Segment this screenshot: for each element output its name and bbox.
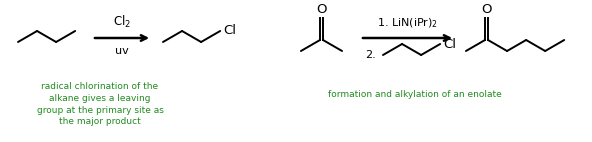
Text: formation and alkylation of an enolate: formation and alkylation of an enolate (328, 90, 502, 99)
Text: Cl$_2$: Cl$_2$ (113, 14, 131, 30)
Text: uv: uv (115, 46, 129, 56)
Text: O: O (316, 3, 327, 16)
Text: Cl: Cl (223, 25, 236, 37)
Text: 2.: 2. (365, 50, 376, 60)
Text: radical chlorination of the
alkane gives a leaving
group at the primary site as
: radical chlorination of the alkane gives… (37, 82, 163, 126)
Text: O: O (481, 3, 492, 16)
Text: Cl: Cl (443, 37, 456, 51)
Text: 1. LiN(iPr)$_2$: 1. LiN(iPr)$_2$ (377, 16, 438, 30)
